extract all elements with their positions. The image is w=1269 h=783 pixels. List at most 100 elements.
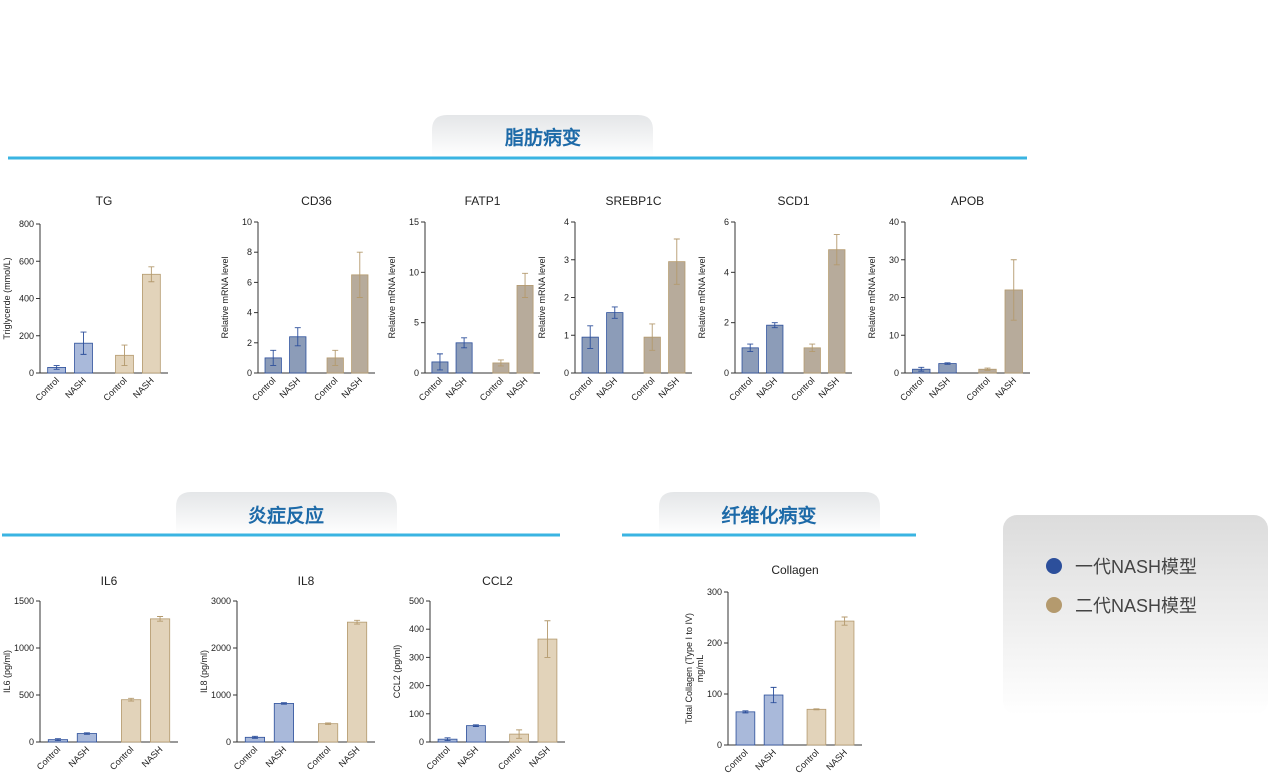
x-tick-label: Control [312,375,340,403]
chart-title: SREBP1C [605,194,661,208]
x-tick-label: NASH [264,744,289,769]
x-tick-label: Control [101,375,129,403]
y-axis-label: Triglycerde (mmol/L) [2,257,12,339]
y-axis-label: Relative mRNA level [220,256,230,338]
error-bar [771,322,778,329]
y-tick-label: 400 [19,294,34,304]
chart-title: Collagen [771,563,818,577]
x-tick-label: NASH [339,375,364,400]
x-tick-label: Control [250,375,278,403]
bar [735,711,756,746]
x-tick-label: NASH [527,744,552,769]
error-bar [522,272,529,298]
x-tick-label: Control [478,375,506,403]
error-bar [742,710,749,714]
error-bar [813,708,820,711]
x-tick-label: Control [108,744,136,772]
bar [828,249,846,374]
chart-title: TG [96,194,113,208]
error-bar [544,620,551,658]
x-tick-label: Control [727,375,755,403]
chart-title: IL8 [298,574,315,588]
y-axis-label: Relative mRNA level [537,256,547,338]
section-title: 炎症反应 [248,504,324,527]
bar [766,324,784,374]
y-axis-label: Relative mRNA level [387,256,397,338]
error-bar [1010,259,1017,321]
x-tick-label: NASH [754,375,779,400]
y-tick-label: 40 [889,217,899,227]
error-bar [673,238,680,285]
x-tick-label: NASH [456,744,481,769]
y-tick-label: 1000 [211,690,231,700]
x-tick-label: Control [789,375,817,403]
error-bar [516,729,523,739]
y-tick-label: 4 [724,267,729,277]
y-tick-label: 5 [414,318,419,328]
x-tick-label: Control [629,375,657,403]
error-bar [354,619,361,625]
x-tick-label: Control [424,744,452,772]
error-bar [148,266,155,283]
y-tick-label: 0 [29,737,34,747]
x-tick-label: Control [793,747,821,775]
bar [466,725,486,743]
y-tick-label: 10 [242,217,252,227]
y-tick-label: 6 [247,277,252,287]
legend-label: 二代NASH模型 [1075,596,1197,616]
error-bar [587,325,594,349]
bar [273,703,294,743]
y-tick-label: 2 [724,318,729,328]
y-tick-label: 500 [409,596,424,606]
tab [659,492,880,535]
y-tick-label: 4 [564,217,569,227]
bar [806,708,827,746]
x-tick-label: NASH [505,375,530,400]
y-tick-label: 500 [19,690,34,700]
x-tick-label: NASH [277,375,302,400]
error-bar [356,251,363,298]
error-bar [918,366,925,372]
chart-title: SCD1 [777,194,809,208]
chart-title: CD36 [301,194,332,208]
y-tick-label: 200 [707,638,722,648]
error-bar [270,349,277,366]
bar [938,363,957,374]
x-tick-label: NASH [131,375,156,400]
x-tick-label: Control [417,375,445,403]
y-tick-label: 20 [889,293,899,303]
x-tick-label: NASH [993,375,1018,400]
y-axis-label: Relative mRNA level [867,256,877,338]
error-bar [121,344,128,366]
legend-dot [1046,597,1062,613]
y-tick-label: 0 [414,368,419,378]
x-tick-label: Control [567,375,595,403]
y-tick-label: 1000 [14,643,34,653]
tab [432,115,653,157]
x-tick-label: Control [964,375,992,403]
section-title: 脂肪病变 [505,126,581,149]
y-tick-label: 15 [409,217,419,227]
error-bar [294,327,301,347]
error-bar [436,353,443,371]
y-axis-label: Relative mRNA level [697,256,707,338]
x-tick-label: NASH [927,375,952,400]
y-axis-label: mg/mL [695,655,705,683]
bar [834,620,855,746]
legend-box [1003,515,1268,715]
y-tick-label: 2000 [211,643,231,653]
error-bar [747,343,754,353]
x-tick-label: NASH [337,744,362,769]
y-tick-label: 400 [409,624,424,634]
y-tick-label: 2 [247,338,252,348]
section-title: 纤维化病变 [721,504,816,527]
error-bar [54,738,61,742]
x-tick-label: Control [35,744,63,772]
x-tick-label: Control [898,375,926,403]
y-tick-label: 1 [564,330,569,340]
error-bar [128,697,135,702]
bar [76,733,97,743]
error-bar [497,359,504,367]
bar [141,273,161,374]
y-tick-label: 10 [889,330,899,340]
